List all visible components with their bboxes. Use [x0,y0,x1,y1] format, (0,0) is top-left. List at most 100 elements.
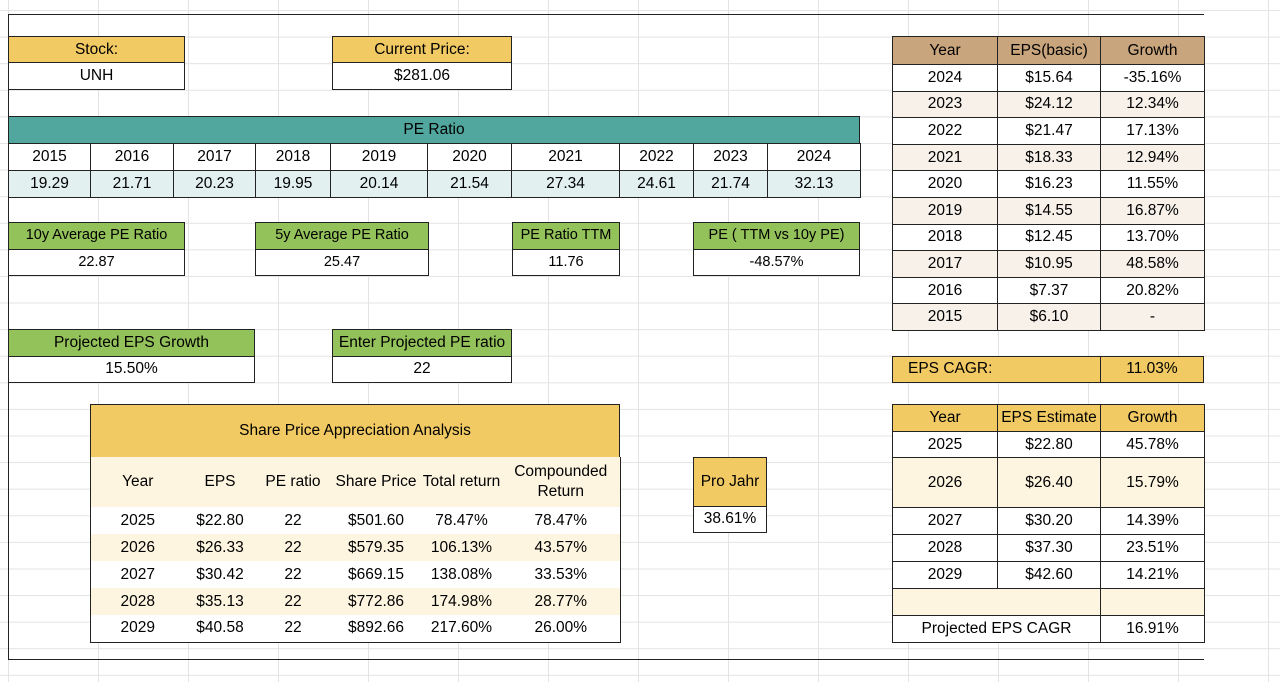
eps-estimate-row[interactable]: 2026 $26.40 15.79% [892,457,1205,508]
eps-estimate-cell[interactable]: 2025 [892,431,998,458]
eps-estimate-row[interactable]: 2029 $42.60 14.21% [892,561,1205,589]
eps-cell[interactable]: -35.16% [1100,64,1205,92]
eps-history-row[interactable]: 2015 $6.10- [892,303,1205,331]
pe-year-cell[interactable]: 2024 [767,143,861,171]
analysis-cell[interactable]: 106.13% [430,538,493,556]
eps-cell[interactable]: $15.64 [997,64,1101,92]
pe-value-cell[interactable]: 20.14 [330,170,428,198]
eps-estimate-row[interactable]: 2025 $22.80 45.78% [892,431,1205,458]
analysis-cell[interactable]: 22 [284,565,302,583]
current-price-value[interactable]: $281.06 [332,62,512,90]
eps-cell[interactable]: $21.47 [997,117,1101,145]
pe-year-cell[interactable]: 2023 [693,143,768,171]
analysis-cell[interactable]: $772.86 [347,592,405,610]
pe-year-cell[interactable]: 2019 [330,143,428,171]
analysis-cell[interactable]: 78.47% [501,507,621,534]
analysis-cell[interactable]: 217.60% [421,615,502,643]
eps-estimate-cell[interactable]: 45.78% [1100,431,1205,458]
pe-value-cell[interactable]: 21.74 [693,170,768,198]
eps-estimate-row[interactable]: 2028 $37.30 23.51% [892,534,1205,562]
analysis-cell[interactable]: 22 [284,538,302,556]
eps-cell[interactable]: 2022 [892,117,998,145]
pe-year-cell[interactable]: 2017 [173,143,256,171]
eps-estimate-cell[interactable]: 15.79% [1100,457,1205,508]
analysis-row[interactable]: 2029 $40.58 22 $892.66 217.60% 26.00% [90,615,621,643]
eps-cell[interactable]: $14.55 [997,196,1101,225]
eps-estimate-cell[interactable]: 14.39% [1100,507,1205,535]
eps-estimate-cell[interactable]: 2028 [892,534,998,562]
eps-cell[interactable]: 12.94% [1100,143,1205,172]
eps-estimate-cell[interactable]: $42.60 [997,561,1101,589]
eps-estimate-cell[interactable]: 23.51% [1100,534,1205,562]
eps-cell[interactable]: 13.70% [1100,223,1205,252]
analysis-cell[interactable]: $892.66 [330,615,422,643]
analysis-cell[interactable]: 2026 [90,534,185,561]
pe-year-cell[interactable]: 2022 [619,143,694,171]
eps-cell[interactable]: $7.37 [997,276,1101,305]
analysis-row[interactable]: 2027 $30.42 22 $669.15 138.08% 33.53% [90,561,621,588]
eps-cell[interactable]: 20.82% [1100,276,1205,305]
analysis-cell[interactable]: 22 [255,615,331,643]
analysis-cell[interactable]: $40.58 [184,615,256,643]
eps-estimate-cell[interactable]: $37.30 [997,534,1101,562]
eps-cell[interactable]: - [1100,303,1205,331]
pe-year-cell[interactable]: 2018 [255,143,331,171]
analysis-cell[interactable]: 78.47% [435,511,488,529]
pe-value-cell[interactable]: 27.34 [511,170,620,198]
analysis-cell[interactable]: 28.77% [501,588,621,615]
analysis-row[interactable]: 2026 $26.33 22 $579.35 106.13% 43.57% [90,534,621,561]
eps-estimate-cell[interactable]: 2029 [892,561,998,589]
eps-cell[interactable]: 11.55% [1100,170,1205,198]
avg5-pe-value[interactable]: 25.47 [255,249,429,276]
projected-pe-input[interactable]: 22 [332,356,512,383]
analysis-cell[interactable]: $30.42 [196,565,244,583]
eps-cell[interactable]: 2016 [892,276,998,305]
analysis-cell[interactable]: 26.00% [501,615,621,643]
analysis-cell[interactable]: $501.60 [347,511,405,529]
eps-estimate-cell[interactable]: 14.21% [1100,561,1205,589]
eps-cell[interactable]: 2024 [892,64,998,92]
eps-cell[interactable]: 2023 [892,90,998,119]
avg10-pe-value[interactable]: 22.87 [8,249,185,276]
analysis-cell[interactable]: 2029 [90,615,185,643]
analysis-cell[interactable]: 43.57% [501,534,621,561]
pe-year-cell[interactable]: 2015 [8,143,91,171]
eps-cell[interactable]: $10.95 [997,250,1101,278]
eps-cell[interactable]: 48.58% [1100,250,1205,278]
pe-value-cell[interactable]: 24.61 [619,170,694,198]
analysis-cell[interactable]: $669.15 [347,565,405,583]
pe-value-cell[interactable]: 19.29 [8,170,91,198]
eps-history-row[interactable]: 2021 $18.33 12.94% [892,143,1205,172]
pe-value-cell[interactable]: 19.95 [255,170,331,198]
eps-estimate-row[interactable]: 2027 $30.20 14.39% [892,507,1205,535]
pe-value-cell[interactable]: 21.71 [90,170,174,198]
pe-year-cell[interactable]: 2016 [90,143,174,171]
pe-ttm-value[interactable]: 11.76 [512,249,620,276]
eps-history-row[interactable]: 2018 $12.45 13.70% [892,223,1205,252]
eps-cell[interactable]: $24.12 [997,90,1101,119]
eps-history-row[interactable]: 2023 $24.12 12.34% [892,90,1205,119]
analysis-row[interactable]: 2028 $35.13 22 $772.86 174.98% 28.77% [90,588,621,615]
eps-cell[interactable]: 16.87% [1100,196,1205,225]
pe-year-cell[interactable]: 2021 [511,143,620,171]
eps-cagr-value[interactable]: 11.03% [1100,356,1204,383]
analysis-cell[interactable]: $579.35 [347,538,405,556]
eps-estimate-cell[interactable]: 2026 [892,457,998,508]
analysis-cell[interactable]: 33.53% [501,561,621,588]
projected-eps-growth-value[interactable]: 15.50% [8,356,255,383]
analysis-cell[interactable]: 138.08% [430,565,493,583]
eps-history-row[interactable]: 2017 $10.95 48.58% [892,250,1205,278]
eps-history-row[interactable]: 2024 $15.64 -35.16% [892,64,1205,92]
pe-ttm-vs-10y-value[interactable]: -48.57% [693,249,860,276]
eps-cell[interactable]: $16.23 [997,170,1101,198]
eps-cell[interactable]: 2018 [892,223,998,252]
pe-value-cell[interactable]: 32.13 [767,170,861,198]
analysis-cell[interactable]: 2025 [90,507,185,534]
eps-cell[interactable]: 17.13% [1100,117,1205,145]
eps-cell[interactable]: 2019 [892,196,998,225]
eps-cell[interactable]: 2015 [892,303,998,331]
eps-history-row[interactable]: 2016 $7.37 20.82% [892,276,1205,305]
pro-jahr-value[interactable]: 38.61% [693,506,767,533]
analysis-cell[interactable]: 2028 [90,588,185,615]
analysis-cell[interactable]: 174.98% [430,592,493,610]
